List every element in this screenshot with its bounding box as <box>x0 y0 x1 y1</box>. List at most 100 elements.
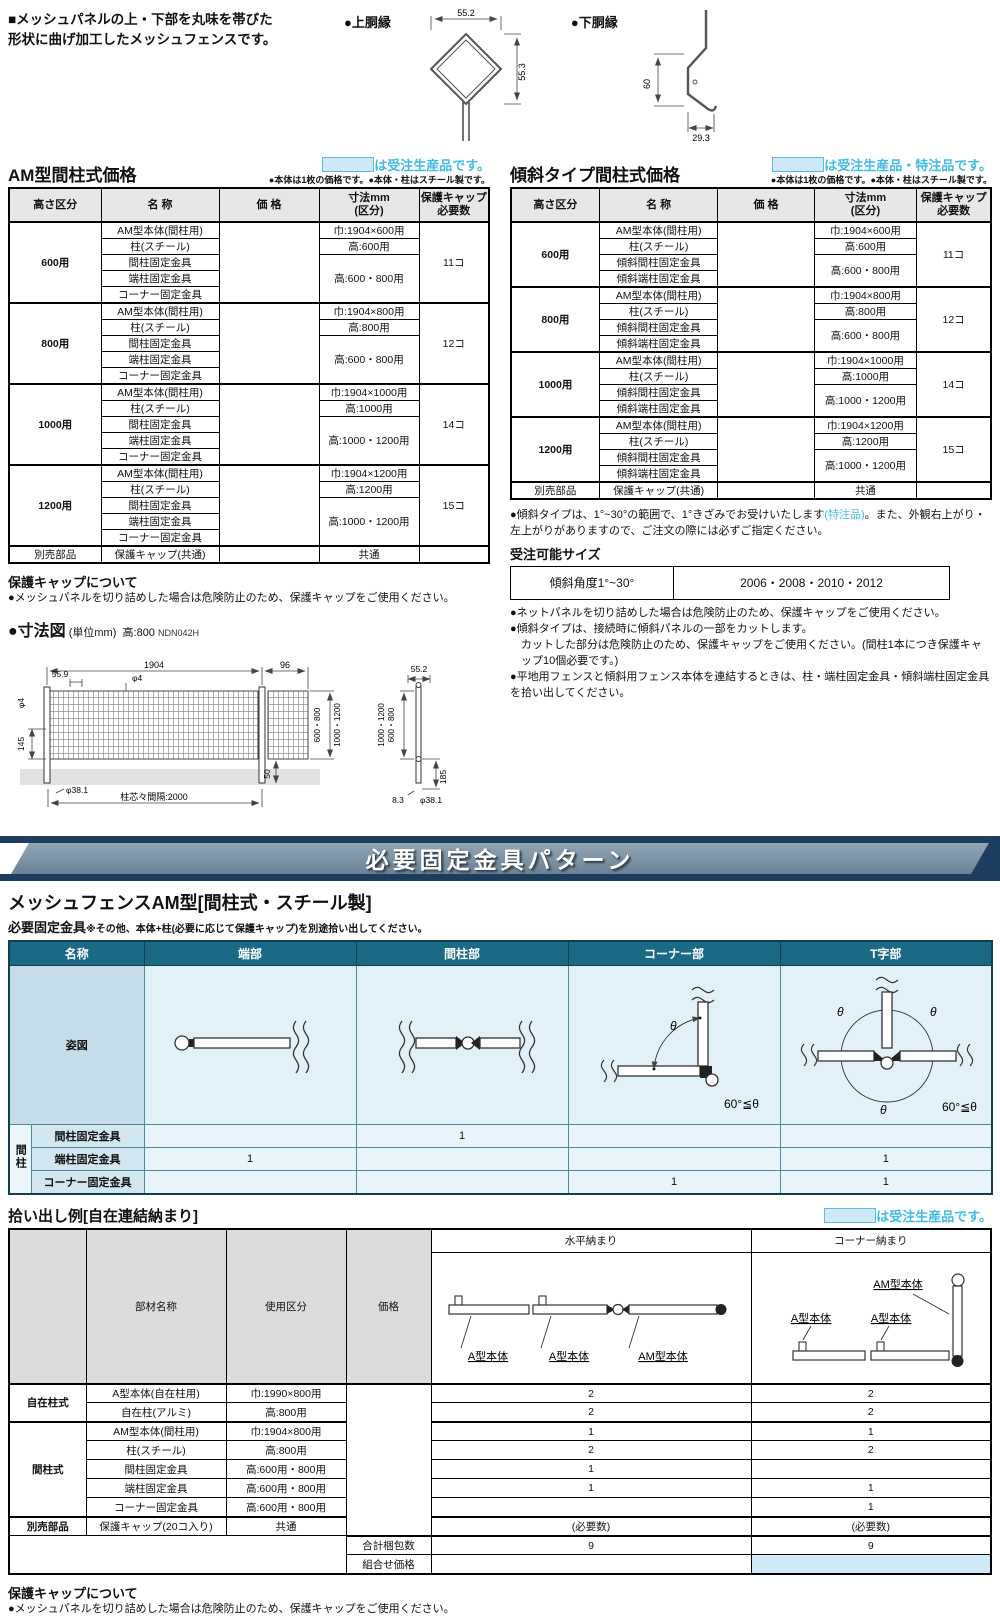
part-name: コーナー固定金具 <box>100 447 220 466</box>
size-cell: 巾:1904×800用 <box>813 286 918 304</box>
made-to-order-swatch <box>322 157 375 172</box>
part-name: 保護キャップ(共通) <box>598 480 719 500</box>
cap-count: 12コ <box>418 301 490 385</box>
size-cell: 巾:1904×1200用 <box>318 464 420 482</box>
slope-table-note: ●本体は1枚の価格です。●本体・柱はスチール製です。 <box>770 175 992 186</box>
part-name: AM型本体(間柱用) <box>598 286 719 304</box>
horizontal-label-am: AM型本体 <box>638 1349 688 1363</box>
usage-cell: 巾:1904×800用 <box>225 1420 347 1442</box>
combo-price-label: 組合せ価格 <box>345 1554 432 1575</box>
price-cell <box>218 382 320 466</box>
corner-figure: θ 60°≦θ <box>567 964 781 1125</box>
part-name: AM型本体(間柱用) <box>100 302 220 320</box>
theta-label-3: θ <box>880 1103 887 1117</box>
bracket-pattern-table: 名称 端部 間柱部 コーナー部 T字部 姿図 <box>8 939 994 1195</box>
size-cell: 巾:1904×1200用 <box>813 416 918 434</box>
side-phi381: φ38.1 <box>420 795 442 805</box>
part-name: 端柱固定金具 <box>100 269 220 287</box>
corner-label-am: AM型本体 <box>873 1277 923 1291</box>
blank-cell <box>9 1554 347 1574</box>
qty-corner: 2 <box>750 1440 992 1461</box>
col-name: 名 称 <box>100 187 220 223</box>
pattern-col-end: 端部 <box>143 940 357 966</box>
qty-horizontal: 2 <box>430 1440 752 1461</box>
slope-note-1: ●傾斜タイプは、1°~30°の範囲で、1°きざみでお受けいたします(特注品)。ま… <box>510 508 986 537</box>
lower-rail-width-dim: 29.3 <box>692 133 710 143</box>
size-cell: 高:1000・1200用 <box>318 415 420 466</box>
made-to-order-special-text: は受注生産品・特注品です。 <box>824 158 992 173</box>
angle-condition: 60°≦θ <box>724 1097 759 1111</box>
angle-condition: 60°≦θ <box>942 1100 977 1114</box>
t-figure: θ θ θ 60°≦θ <box>779 964 993 1125</box>
qty-corner: 1 <box>750 1478 992 1499</box>
slope-table-header: 傾斜タイプ間柱式価格 は受注生産品・特注品です。 ●本体は1枚の価格です。●本体… <box>510 156 992 186</box>
upper-rail-height-dim: 55.3 <box>517 63 527 81</box>
pattern-value <box>143 1123 357 1148</box>
product-description: ■メッシュパネルの上・下部を丸味を帯びた 形状に曲げ加工したメッシュフェンスです… <box>8 6 330 154</box>
price-cell <box>717 415 815 483</box>
am-price-table: 高さ区分 名 称 価 格 寸法mm (区分) 保護キャップ 必要数 600用 AM型本… <box>8 186 490 564</box>
part-name: 柱(スチール) <box>598 367 719 385</box>
height-class: 1200用 <box>510 415 600 483</box>
cap-note-text: ●メッシュパネルを切り詰めした場合は危険防止のため、保護キャップをご使用ください… <box>8 591 455 604</box>
height-class: 600用 <box>8 220 102 304</box>
price-cell <box>717 285 815 353</box>
lower-rail-figure: ●下胴縁 60 29.3 <box>571 6 748 154</box>
part-name: AM型本体(間柱用) <box>100 383 220 401</box>
size-cell: 巾:1904×1000用 <box>813 351 918 369</box>
horizontal-label-a1: A型本体 <box>468 1349 508 1363</box>
cap-count: 11コ <box>916 220 992 288</box>
size-cell: 巾:1904×600用 <box>318 221 420 239</box>
usage-cell: 巾:1990×800用 <box>225 1382 347 1404</box>
height-class: 1200用 <box>8 463 102 547</box>
cap-count: 12コ <box>916 285 992 353</box>
corner-figure-diagram: θ 60°≦θ <box>600 987 759 1111</box>
dim-50: 50 <box>262 769 272 779</box>
part-name: 端柱固定金具 <box>85 1478 227 1499</box>
part-name: 柱(スチール) <box>100 399 220 417</box>
part-name: 柱(スチール) <box>100 237 220 255</box>
upper-rail-width-dim: 55.2 <box>457 8 475 18</box>
total-packages-horizontal: 9 <box>430 1534 752 1556</box>
theta-label: θ <box>670 1019 677 1033</box>
part-name: 柱(スチール) <box>598 237 719 255</box>
qty-horizontal: 1 <box>430 1478 752 1499</box>
part-name: 傾斜間柱固定金具 <box>598 383 719 401</box>
made-to-order-swatch <box>824 1207 877 1223</box>
special-order-tag: (特注品) <box>824 508 865 521</box>
price-cell <box>345 1382 432 1537</box>
side-range1: 600・800 <box>387 707 396 742</box>
part-name: AM型本体(間柱用) <box>598 416 719 434</box>
size-cell: 高:600・800用 <box>813 253 918 288</box>
horizontal-layout-figure: A型本体 A型本体 AM型本体 <box>430 1251 752 1385</box>
price-tables-row: AM型間柱式価格 は受注生産品です。 ●本体は1枚の価格です。●本体・柱はスチー… <box>8 156 992 826</box>
height-class: 1000用 <box>8 382 102 466</box>
size-cell: 巾:1904×600用 <box>813 221 918 239</box>
dim-1904: 1904 <box>144 660 164 670</box>
made-to-order-special-swatch <box>772 157 825 172</box>
part-name: 保護キャップ(共通) <box>100 544 220 564</box>
slope-note-3a: ●傾斜タイプは、接続時に傾斜パネルの一部をカットします。 <box>510 622 813 635</box>
size-cell: 高:800用 <box>318 318 420 336</box>
col-height: 高さ区分 <box>8 187 102 223</box>
group-label: 別売部品 <box>8 1515 87 1537</box>
description-line1: ■メッシュパネルの上・下部を丸味を帯びた <box>8 12 273 27</box>
size-cell: 高:600・800用 <box>318 334 420 385</box>
col-price: 価 格 <box>717 187 815 223</box>
pattern-value <box>355 1169 569 1195</box>
order-size-title: 受注可能サイズ <box>510 546 601 562</box>
usage-cell: 高:600用・800用 <box>225 1478 347 1499</box>
pattern-value <box>567 1123 781 1148</box>
size-cell: 高:600用 <box>318 237 420 255</box>
pickup-title: 拾い出し例[自在連結納まり] <box>8 1207 198 1225</box>
pattern-col-corner: コーナー部 <box>567 940 781 966</box>
part-name: 端柱固定金具 <box>100 512 220 530</box>
slope-price-column: 傾斜タイプ間柱式価格 は受注生産品・特注品です。 ●本体は1枚の価格です。●本体… <box>510 156 992 826</box>
am-table-header: AM型間柱式価格 は受注生産品です。 ●本体は1枚の価格です。●本体・柱はスチー… <box>8 156 490 186</box>
total-packages-label: 合計梱包数 <box>345 1534 432 1556</box>
cap-count: 14コ <box>916 350 992 418</box>
cap-count: 15コ <box>418 463 490 547</box>
corner-label-a2: A型本体 <box>871 1311 911 1325</box>
dim-figure-height: 高:800 <box>122 626 155 639</box>
description-line2: 形状に曲げ加工したメッシュフェンスです。 <box>8 32 277 48</box>
